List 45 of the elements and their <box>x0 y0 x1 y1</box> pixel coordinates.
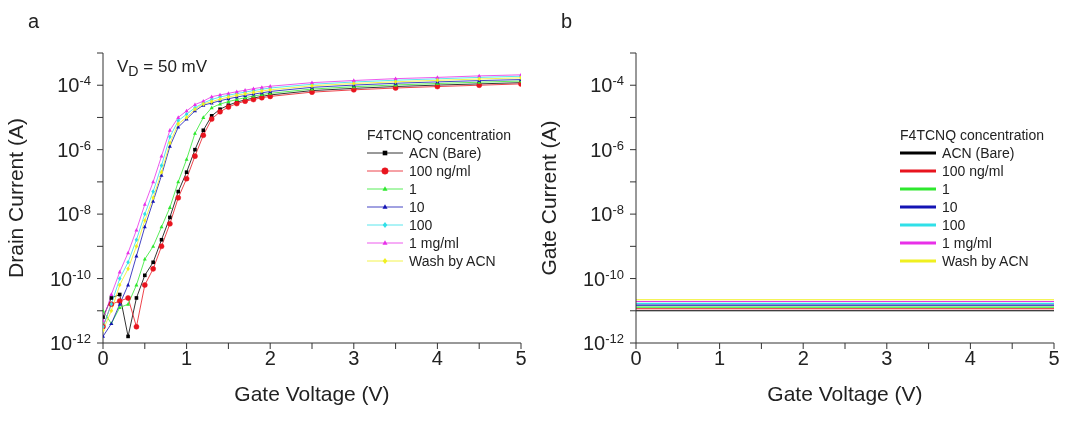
x-tick-label: 3 <box>881 347 893 370</box>
legend-label: 10 <box>942 198 958 216</box>
legend-label: Wash by ACN <box>942 252 1029 270</box>
x-tick-label: 5 <box>1048 347 1060 370</box>
y-axis-title: Drain Current (A) <box>4 118 28 278</box>
legend-label: 100 ng/ml <box>409 162 471 180</box>
y-tick-label: 10$^{-4}$ <box>57 72 91 97</box>
x-tick-label: 4 <box>964 347 976 370</box>
y-tick-label: 10$^{-12}$ <box>49 330 91 354</box>
annotation: V$_{D}$ = 50 mV <box>117 57 208 80</box>
legend-label: 100 <box>409 216 433 234</box>
legend-label: ACN (Bare) <box>942 144 1015 162</box>
legend-label: ACN (Bare) <box>409 144 482 162</box>
y-tick-label: 10$^{-10}$ <box>582 266 624 290</box>
legend-label: 100 <box>942 216 966 234</box>
legend-label: 100 ng/ml <box>942 162 1004 180</box>
x-axis-title: Gate Voltage (V) <box>234 382 390 405</box>
legend-title: F4TCNQ concentration <box>900 126 1044 144</box>
x-tick-label: 3 <box>348 347 360 370</box>
x-axis-title: Gate Voltage (V) <box>767 382 923 405</box>
x-tick-label: 2 <box>797 347 809 370</box>
legend-label: 1 mg/ml <box>409 234 459 252</box>
y-tick-label: 10$^{-12}$ <box>582 330 624 354</box>
y-tick-label: 10$^{-4}$ <box>590 72 624 97</box>
chart-title: a <box>28 10 40 33</box>
x-tick-label: 1 <box>181 347 193 370</box>
x-tick-label: 4 <box>431 347 443 370</box>
y-tick-label: 10$^{-8}$ <box>57 201 91 226</box>
x-tick-label: 5 <box>515 347 527 370</box>
y-axis-title: Gate Current (A) <box>537 120 561 276</box>
x-tick-label: 2 <box>264 347 276 370</box>
chart-title: b <box>561 10 573 33</box>
y-tick-label: 10$^{-8}$ <box>590 201 624 226</box>
x-tick-label: 1 <box>714 347 726 370</box>
legend-title: F4TCNQ concentration <box>367 126 511 144</box>
legend-label: 10 <box>409 198 425 216</box>
legend-label: 1 mg/ml <box>942 234 992 252</box>
y-tick-label: 10$^{-10}$ <box>49 266 91 290</box>
x-tick-label: 0 <box>630 347 642 370</box>
y-tick-label: 10$^{-6}$ <box>57 137 91 161</box>
y-tick-label: 10$^{-6}$ <box>590 137 624 161</box>
legend-label: 1 <box>409 180 417 198</box>
legend-label: Wash by ACN <box>409 252 496 270</box>
legend-label: 1 <box>942 180 950 198</box>
x-tick-label: 0 <box>97 347 109 370</box>
